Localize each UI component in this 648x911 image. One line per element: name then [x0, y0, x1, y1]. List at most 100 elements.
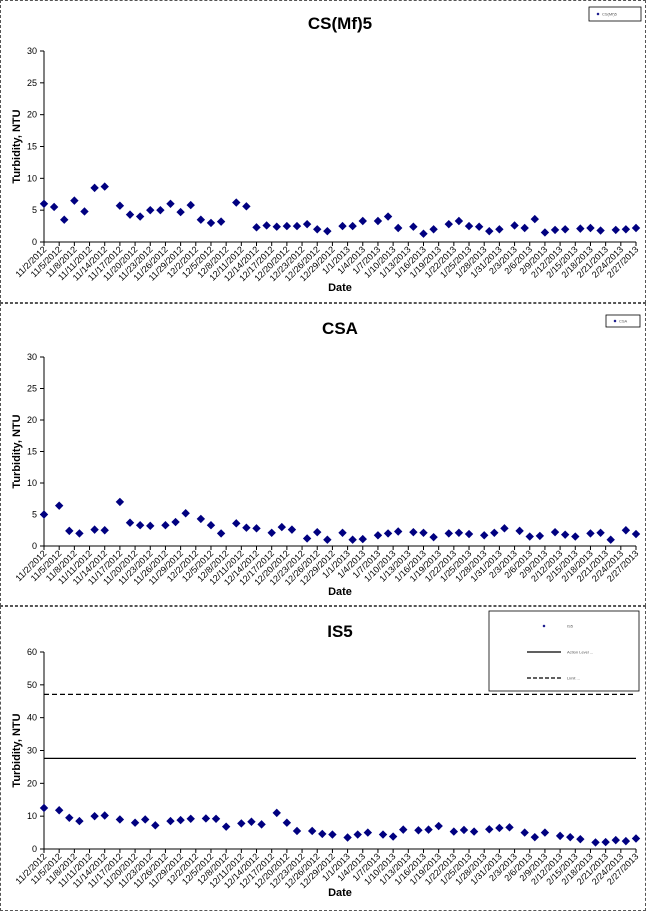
data-point [323, 535, 332, 544]
data-point [429, 532, 438, 542]
data-point [125, 210, 135, 219]
data-point [383, 529, 393, 538]
data-point [323, 226, 332, 236]
data-point [130, 818, 140, 827]
data-point [80, 207, 89, 216]
data-point [576, 224, 585, 233]
legend-entry: Action Level ... [567, 650, 593, 655]
data-point [631, 529, 641, 539]
data-point [252, 223, 261, 232]
data-point [560, 225, 570, 234]
data-point [449, 827, 459, 836]
data-point [166, 199, 175, 208]
data-point [39, 803, 49, 813]
x-axis-label: Date [328, 282, 352, 294]
data-point [282, 221, 292, 231]
data-point [555, 831, 565, 841]
data-point [146, 205, 155, 215]
data-point [414, 826, 423, 835]
data-point [540, 228, 550, 237]
data-point [272, 808, 281, 818]
data-point [54, 501, 64, 510]
data-point [490, 528, 499, 537]
data-point [115, 497, 125, 507]
data-point [313, 225, 322, 234]
data-point [125, 518, 135, 527]
data-point [358, 216, 367, 226]
y-tick-label: 0 [32, 237, 37, 247]
data-point [70, 196, 79, 205]
data-point [424, 825, 433, 834]
data-point [510, 221, 519, 230]
y-tick-label: 30 [27, 746, 37, 756]
data-point [611, 835, 620, 845]
data-point [186, 814, 195, 823]
legend-entry: IS5 [567, 624, 574, 629]
data-point [75, 816, 84, 826]
data-point [515, 526, 524, 536]
data-point [292, 826, 302, 836]
data-point [39, 510, 49, 519]
data-point [343, 833, 352, 842]
data-point [135, 521, 145, 530]
y-tick-label: 15 [27, 447, 37, 457]
data-point [90, 525, 99, 534]
data-point [115, 201, 125, 210]
data-point [90, 183, 99, 193]
data-point [100, 526, 109, 535]
data-point [530, 832, 540, 842]
data-point [419, 528, 428, 537]
data-point [409, 222, 418, 231]
data-point [166, 816, 175, 826]
legend-entry: Limit ... [567, 676, 580, 681]
data-point [146, 521, 155, 531]
legend-marker [596, 12, 600, 16]
data-point [505, 823, 514, 832]
data-point [550, 527, 560, 537]
data-point [211, 814, 221, 823]
data-point [65, 813, 74, 823]
data-point [571, 532, 580, 541]
data-point [606, 535, 615, 544]
data-point [464, 529, 474, 539]
data-point [156, 205, 165, 215]
y-tick-label: 0 [32, 541, 37, 551]
data-point [495, 225, 504, 234]
legend-marker [542, 624, 546, 628]
data-point [292, 221, 302, 231]
data-point [277, 522, 287, 532]
data-point [176, 207, 185, 217]
data-point [54, 806, 64, 815]
y-tick-label: 25 [27, 384, 37, 394]
y-axis-label: Turbidity, NTU [11, 109, 23, 183]
data-point [540, 828, 550, 837]
data-point [39, 199, 49, 208]
data-point [429, 225, 438, 234]
data-point [535, 531, 545, 541]
y-tick-label: 5 [32, 510, 37, 520]
data-point [140, 815, 150, 824]
y-tick-label: 20 [27, 110, 37, 120]
data-point [206, 218, 216, 228]
data-point [444, 219, 453, 229]
data-point [257, 820, 266, 829]
data-point [388, 832, 398, 841]
data-point [115, 815, 125, 824]
data-point [242, 523, 251, 532]
data-point [247, 817, 256, 826]
data-point [454, 216, 464, 226]
data-point [313, 527, 322, 537]
data-point [399, 825, 408, 834]
y-tick-label: 30 [27, 46, 37, 56]
y-tick-label: 5 [32, 205, 37, 215]
chart-title: IS5 [327, 622, 353, 641]
data-point [242, 202, 251, 211]
data-point [363, 828, 373, 837]
data-point [358, 534, 367, 544]
data-point [596, 226, 605, 235]
data-point [75, 529, 84, 538]
data-point [267, 528, 276, 537]
y-tick-label: 40 [27, 713, 37, 723]
